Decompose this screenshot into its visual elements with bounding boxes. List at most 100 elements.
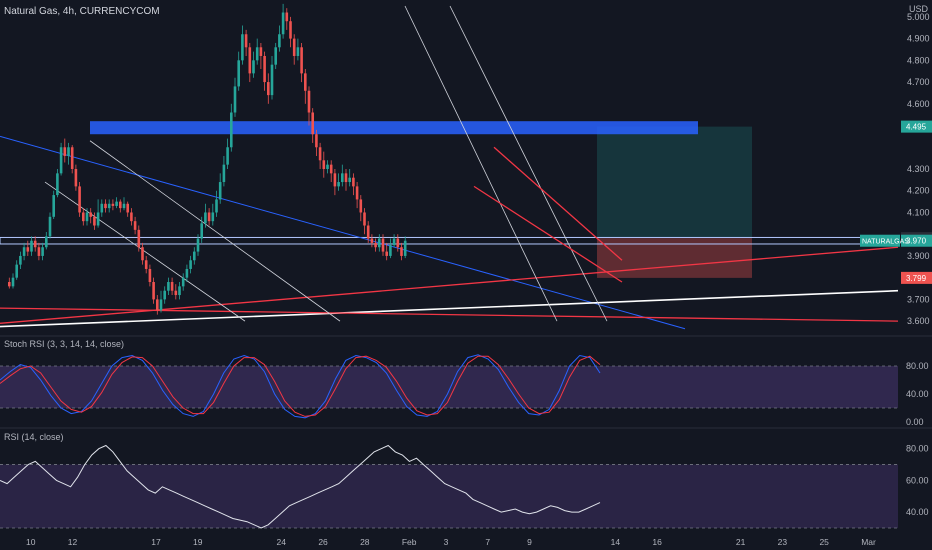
candle-body <box>59 147 63 174</box>
time-tick-label: 3 <box>444 537 449 547</box>
candle-body <box>119 201 122 209</box>
candle-body <box>389 245 392 256</box>
candle-body <box>255 47 259 61</box>
wedge-line-lower <box>473 185 623 283</box>
stop-loss-zone <box>597 238 752 278</box>
candle-body <box>33 240 37 248</box>
candle-body <box>211 212 215 222</box>
candle-body <box>392 238 396 246</box>
candle-body <box>222 164 226 183</box>
time-tick-label: 23 <box>778 537 788 547</box>
rsi-axis-label: 40.00 <box>906 507 929 517</box>
time-tick-label: 14 <box>611 537 621 547</box>
candle-body <box>144 260 148 269</box>
rsi-title: RSI (14, close) <box>4 432 64 442</box>
candle-body <box>19 255 22 265</box>
candle-body <box>82 212 85 222</box>
candle-body <box>26 247 30 252</box>
symbol-tag: NATURALGAS <box>862 239 909 246</box>
price-tick-label: 3.600 <box>907 316 930 326</box>
stoch-k-line <box>0 354 601 419</box>
candle-body <box>70 147 74 169</box>
candle-body <box>48 216 52 237</box>
candle-body <box>311 112 314 135</box>
candle-body <box>233 86 237 113</box>
candle-body <box>363 212 366 226</box>
candle-body <box>85 212 89 222</box>
candle-body <box>244 34 248 48</box>
stoch-rsi-pane <box>0 354 898 419</box>
candle-body <box>307 90 311 113</box>
price-tick-label: 3.900 <box>907 251 930 261</box>
candle-body <box>204 212 207 224</box>
candle-body <box>133 221 137 230</box>
time-tick-label: 21 <box>736 537 746 547</box>
candle-body <box>237 60 240 87</box>
candle-body <box>141 247 144 261</box>
chart-title: Natural Gas, 4h, CURRENCYCOM <box>4 6 160 17</box>
candle-body <box>248 47 252 74</box>
price-tick-label: 4.200 <box>907 186 930 196</box>
candle-body <box>11 277 15 287</box>
candle-body <box>148 268 152 283</box>
candle-body <box>300 47 303 74</box>
rsi-line <box>0 444 601 529</box>
candle-body <box>315 134 318 148</box>
candle-body <box>374 242 377 248</box>
rsi-axis-label: 60.00 <box>906 475 929 485</box>
candle-body <box>378 238 381 248</box>
rsi-pane <box>0 444 898 529</box>
price-tick-label: 4.800 <box>907 55 930 65</box>
stoch-d-line <box>0 355 601 417</box>
candle-body <box>385 251 388 256</box>
candle-body <box>52 195 55 217</box>
time-tick-label: 7 <box>485 537 490 547</box>
time-tick-label: 26 <box>318 537 328 547</box>
candle-body <box>278 34 281 48</box>
candle-body <box>137 229 141 248</box>
candle-body <box>167 282 170 291</box>
price-tick-label: 5.000 <box>907 12 930 22</box>
candle-body <box>381 238 385 252</box>
candle-body <box>15 264 18 278</box>
candle-body <box>352 177 355 187</box>
candle-body <box>111 203 115 206</box>
candle-body <box>107 203 111 209</box>
candle-body <box>93 216 96 226</box>
candle-body <box>230 112 233 148</box>
candle-body <box>215 199 218 213</box>
candle-body <box>63 147 67 156</box>
price-pane <box>0 3 899 330</box>
candle-body <box>193 251 196 261</box>
candle-body <box>355 186 359 200</box>
candle-body <box>130 212 133 222</box>
axis-layer: 5.000 4.900 4.800 4.700 4.600 4.300 4.200 4.100… <box>0 12 932 547</box>
candle-body <box>196 238 200 252</box>
candle-body <box>322 160 326 169</box>
candle-body <box>178 286 181 296</box>
time-tick-label: Feb <box>402 537 417 547</box>
candle-body <box>152 282 155 300</box>
stoch-rsi-title: Stoch RSI (3, 3, 14, 14, close) <box>4 339 124 349</box>
stoch-band <box>0 366 898 408</box>
time-tick-label: 12 <box>68 537 78 547</box>
candle-body <box>396 238 400 248</box>
price-label-text: 3.799 <box>906 274 927 283</box>
time-tick-label: 25 <box>819 537 829 547</box>
candle-body <box>270 64 274 96</box>
candle-body <box>337 182 340 187</box>
time-tick-label: 16 <box>652 537 662 547</box>
channel-line-upper <box>404 5 558 322</box>
candle-body <box>218 182 222 200</box>
price-tick-label: 4.700 <box>907 77 930 87</box>
candle-body <box>348 177 351 183</box>
white-trendline <box>0 289 899 328</box>
candle-body <box>289 21 292 39</box>
candle-body <box>37 247 41 256</box>
time-tick-label: Mar <box>861 537 876 547</box>
candle-body <box>274 47 277 65</box>
channel-line-upper <box>89 140 341 322</box>
candle-body <box>100 203 104 213</box>
candle-body <box>318 147 322 161</box>
